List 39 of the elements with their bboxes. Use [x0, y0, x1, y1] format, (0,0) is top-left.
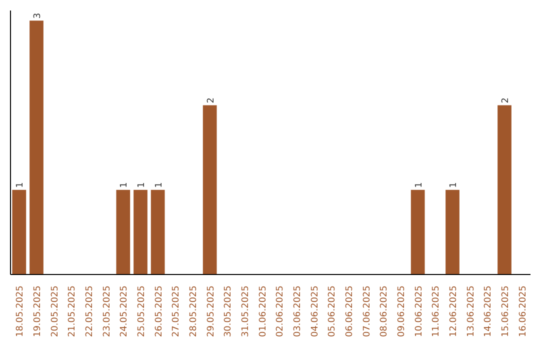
x-tick-label: 24.05.2025	[120, 286, 130, 338]
x-tick-label: 13.06.2025	[466, 286, 476, 338]
x-tick-label: 05.06.2025	[328, 286, 338, 338]
x-tick-label: 09.06.2025	[397, 286, 407, 338]
x-tick-label: 14.06.2025	[484, 286, 494, 338]
x-tick-label: 07.06.2025	[362, 286, 372, 338]
data-label: 3	[33, 12, 43, 19]
data-label: 1	[137, 182, 147, 188]
x-tick-label: 16.06.2025	[518, 286, 528, 338]
x-tick-label: 01.06.2025	[258, 286, 268, 338]
x-tick-label: 31.05.2025	[241, 286, 251, 338]
x-tick-label: 02.06.2025	[276, 286, 286, 338]
x-tick-label: 28.05.2025	[189, 286, 199, 338]
data-label: 1	[449, 182, 459, 188]
x-tick-label: 15.06.2025	[501, 286, 511, 338]
data-label: 2	[501, 98, 511, 104]
x-tick-label: 21.05.2025	[68, 286, 78, 338]
data-label: 1	[16, 182, 26, 188]
data-label: 1	[120, 182, 130, 188]
x-tick-label: 10.06.2025	[414, 286, 424, 338]
x-tick-label: 23.05.2025	[102, 286, 112, 338]
x-tick-label: 03.06.2025	[293, 286, 303, 338]
x-tick-label: 19.05.2025	[33, 286, 43, 338]
x-tick-label: 22.05.2025	[85, 286, 95, 338]
x-tick-label: 25.05.2025	[137, 286, 147, 338]
x-tick-label: 11.06.2025	[432, 286, 442, 338]
x-tick-label: 27.05.2025	[172, 286, 182, 338]
x-tick-label: 29.05.2025	[206, 286, 216, 338]
x-tick-label: 18.05.2025	[16, 286, 26, 338]
data-label: 2	[206, 98, 216, 104]
x-tick-label: 12.06.2025	[449, 286, 459, 338]
x-tick-label: 20.05.2025	[50, 286, 60, 338]
x-tick-label: 04.06.2025	[310, 286, 320, 338]
x-tick-label: 08.06.2025	[380, 286, 390, 338]
x-tick-label: 30.05.2025	[224, 286, 234, 338]
x-tick-label: 26.05.2025	[154, 286, 164, 338]
data-label: 1	[154, 182, 164, 188]
data-label: 1	[414, 182, 424, 188]
x-tick-label: 06.06.2025	[345, 286, 355, 338]
